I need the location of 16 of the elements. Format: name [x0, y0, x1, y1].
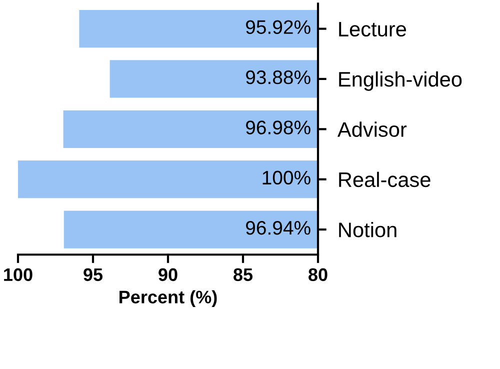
y-tick-label: Notion [339, 222, 396, 238]
x-tick-label: 100 [4, 268, 32, 282]
y-tick-label: English-video [339, 71, 462, 91]
data-label: 96.98% [246, 120, 310, 134]
x-tick-label: 95 [84, 268, 103, 282]
data-label: 96.94% [246, 220, 310, 235]
x-tick-label: 80 [308, 268, 328, 282]
x-tick-label: 90 [158, 268, 178, 282]
x-axis-title: Percent (%) [120, 290, 217, 308]
data-label: 95.92% [246, 20, 310, 34]
y-tick-label: Lecture [339, 22, 406, 37]
data-label: 93.88% [246, 70, 310, 84]
y-tick-label: Real-case [339, 172, 430, 188]
data-label: 100% [262, 170, 310, 185]
y-tick-label: Advisor [337, 122, 407, 137]
x-tick-label: 85 [234, 268, 253, 282]
